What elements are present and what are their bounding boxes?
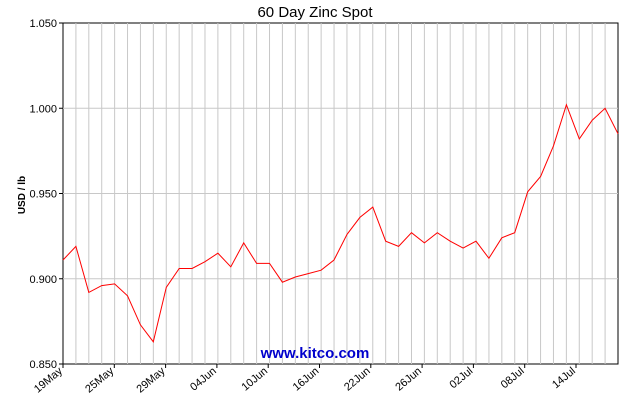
x-tick-label: 29May xyxy=(135,365,168,396)
x-tick-label: 02Jul xyxy=(447,365,475,391)
x-tick-label: 16Jun xyxy=(291,365,322,393)
x-tick-label: 22Jun xyxy=(342,365,373,393)
x-tick-label: 08Jul xyxy=(499,365,527,391)
series-line xyxy=(62,103,619,343)
x-tick-label: 04Jun xyxy=(188,365,219,393)
chart-title: 60 Day Zinc Spot xyxy=(257,4,373,21)
grid-lines xyxy=(63,23,618,364)
x-tick-label: 25May xyxy=(83,365,116,396)
x-tick-label: 10Jun xyxy=(239,365,270,393)
x-axis: 19May 25May 29May 04Jun 10Jun 16Jun 22Jun 26Jun… xyxy=(32,364,578,396)
y-tick-label: 0.850 xyxy=(29,359,57,371)
y-tick-label: 0.950 xyxy=(29,189,57,201)
y-tick-label: 1.000 xyxy=(29,103,57,115)
watermark: www.kitco.com xyxy=(260,345,370,362)
y-tick-label: 1.050 xyxy=(29,18,57,30)
y-axis: 0.850 0.900 0.950 1.000 1.050 xyxy=(29,18,63,371)
series-layer xyxy=(62,103,619,343)
y-axis-label: USD / lb xyxy=(17,176,28,214)
x-tick-label: 14Jul xyxy=(550,365,578,391)
y-tick-label: 0.900 xyxy=(29,274,57,286)
x-tick-label: 26Jun xyxy=(393,365,424,393)
